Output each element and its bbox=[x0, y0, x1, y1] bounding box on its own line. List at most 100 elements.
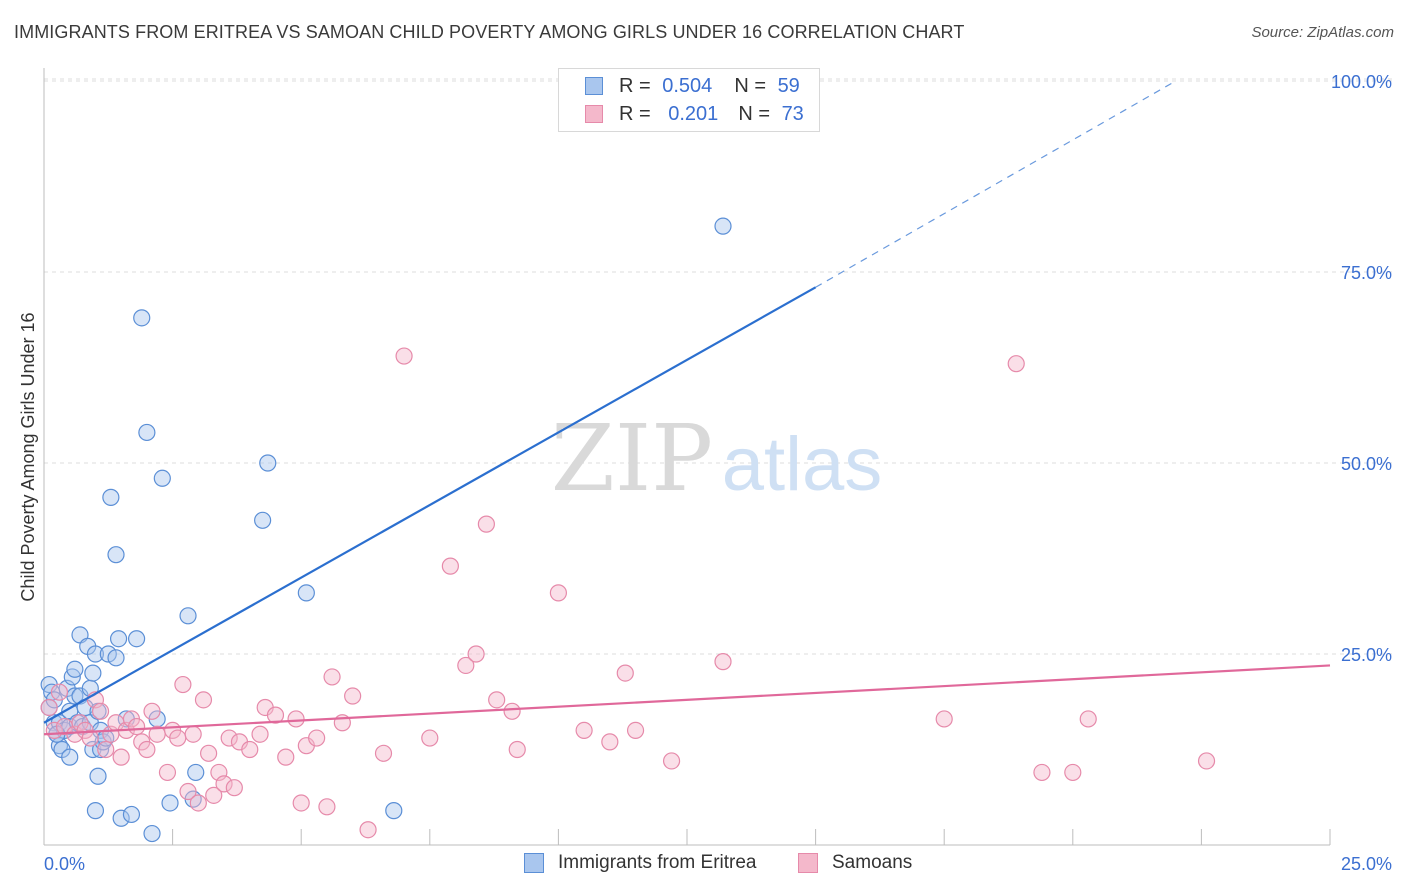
eritrea-point bbox=[127, 630, 146, 648]
trend-line-eritrea bbox=[43, 286, 817, 724]
samoan-point bbox=[184, 725, 202, 743]
bottom-legend-samoan: Samoans bbox=[798, 852, 912, 874]
eritrea-point bbox=[153, 469, 171, 487]
samoan-point bbox=[194, 691, 213, 709]
eritrea-point bbox=[259, 454, 277, 472]
samoan-point bbox=[1079, 710, 1097, 728]
samoan-point bbox=[97, 740, 115, 759]
samoan-point bbox=[421, 729, 439, 747]
y-tick-label: 75.0% bbox=[1341, 263, 1392, 283]
samoan-point bbox=[308, 729, 326, 747]
samoan-point bbox=[158, 763, 177, 782]
grid-lines bbox=[44, 78, 1392, 655]
eritrea-point bbox=[66, 660, 84, 678]
trend-line-samoan bbox=[43, 664, 1331, 736]
samoan-point bbox=[241, 740, 259, 759]
eritrea-point bbox=[102, 488, 120, 506]
samoan-point bbox=[225, 779, 243, 797]
samoan-point bbox=[626, 721, 645, 740]
samoan-point bbox=[200, 744, 218, 762]
watermark: ZIP atlas bbox=[551, 405, 882, 512]
bottom-legend-swatch-eritrea bbox=[524, 853, 544, 873]
samoan-point bbox=[503, 702, 521, 720]
eritrea-point bbox=[254, 511, 272, 529]
samoan-point bbox=[81, 729, 99, 747]
samoan-point bbox=[169, 729, 187, 747]
eritrea-point bbox=[122, 805, 141, 824]
legend-n-value: 59 bbox=[777, 74, 800, 97]
samoan-point bbox=[215, 775, 233, 793]
samoan-point bbox=[205, 786, 223, 804]
samoan-point bbox=[1064, 763, 1082, 782]
samoan-point bbox=[616, 664, 634, 682]
samoan-point bbox=[359, 821, 377, 839]
samoan-point bbox=[112, 748, 130, 766]
legend-row-samoan: R = 0.201 N = 73 bbox=[585, 101, 804, 127]
samoan-point bbox=[179, 782, 197, 801]
tick-labels: 25.0% 50.0% 75.0% 100.0% 0.0% 25.0% bbox=[44, 72, 1392, 874]
samoan-point bbox=[601, 733, 619, 751]
samoan-point bbox=[138, 740, 156, 759]
samoan-point bbox=[575, 721, 593, 740]
bottom-legend-label-samoan: Samoans bbox=[832, 852, 913, 873]
trend-lines bbox=[43, 80, 1331, 736]
eritrea-point bbox=[138, 423, 156, 442]
samoan-point bbox=[50, 683, 69, 701]
eritrea-point bbox=[187, 763, 205, 782]
samoan-point bbox=[323, 668, 341, 686]
series-samoan-points bbox=[40, 347, 1216, 839]
chart-title: IMMIGRANTS FROM ERITREA VS SAMOAN CHILD … bbox=[14, 22, 965, 42]
eritrea-point bbox=[297, 584, 315, 602]
eritrea-point bbox=[179, 607, 197, 625]
eritrea-point bbox=[143, 824, 161, 843]
eritrea-point bbox=[61, 748, 79, 766]
eritrea-point bbox=[133, 309, 151, 327]
chart-source: Source: ZipAtlas.com bbox=[1251, 24, 1394, 41]
legend-n-label: N = bbox=[734, 74, 766, 97]
watermark-atlas: atlas bbox=[722, 422, 883, 507]
legend-row-eritrea: R = 0.504 N = 59 bbox=[585, 73, 800, 99]
y-tick-label: 25.0% bbox=[1341, 645, 1392, 665]
legend-r-value: 0.504 bbox=[662, 74, 713, 97]
samoan-point bbox=[189, 794, 207, 812]
eritrea-point bbox=[86, 645, 105, 663]
legend-swatch-eritrea bbox=[585, 77, 603, 95]
samoan-point bbox=[714, 653, 732, 671]
eritrea-point bbox=[112, 809, 130, 827]
samoan-point bbox=[277, 748, 295, 766]
samoan-point bbox=[318, 798, 336, 816]
eritrea-point bbox=[107, 649, 125, 667]
samoan-point bbox=[91, 702, 110, 720]
legend-swatch-samoan bbox=[585, 105, 603, 123]
samoan-point bbox=[287, 710, 305, 728]
x-tick-label-max: 25.0% bbox=[1341, 854, 1392, 874]
samoan-point bbox=[477, 515, 495, 533]
samoan-point bbox=[935, 710, 953, 728]
samoan-point bbox=[292, 794, 310, 812]
legend-r-label: R = bbox=[619, 102, 651, 125]
eritrea-point bbox=[84, 664, 102, 682]
eritrea-point bbox=[385, 802, 403, 820]
eritrea-point bbox=[109, 630, 128, 648]
samoan-point bbox=[395, 347, 413, 365]
legend-r-label: R = bbox=[619, 74, 651, 97]
samoan-point bbox=[488, 691, 506, 709]
samoan-point bbox=[251, 725, 269, 743]
samoan-point bbox=[40, 698, 58, 717]
eritrea-point bbox=[161, 794, 179, 812]
legend: R = 0.504 N = 59 R = 0.201 N = 73 bbox=[558, 68, 820, 132]
samoan-point bbox=[220, 729, 238, 747]
samoan-point bbox=[143, 702, 161, 720]
samoan-point bbox=[266, 706, 285, 724]
samoan-point bbox=[1033, 763, 1051, 782]
samoan-point bbox=[374, 744, 393, 762]
eritrea-point bbox=[89, 767, 107, 785]
samoan-point bbox=[508, 740, 526, 759]
bottom-legend-swatch-samoan bbox=[798, 853, 818, 873]
eritrea-point bbox=[107, 546, 125, 564]
samoan-point bbox=[441, 557, 459, 575]
samoan-point bbox=[662, 752, 681, 770]
eritrea-point bbox=[86, 802, 105, 820]
eritrea-point bbox=[714, 217, 732, 235]
